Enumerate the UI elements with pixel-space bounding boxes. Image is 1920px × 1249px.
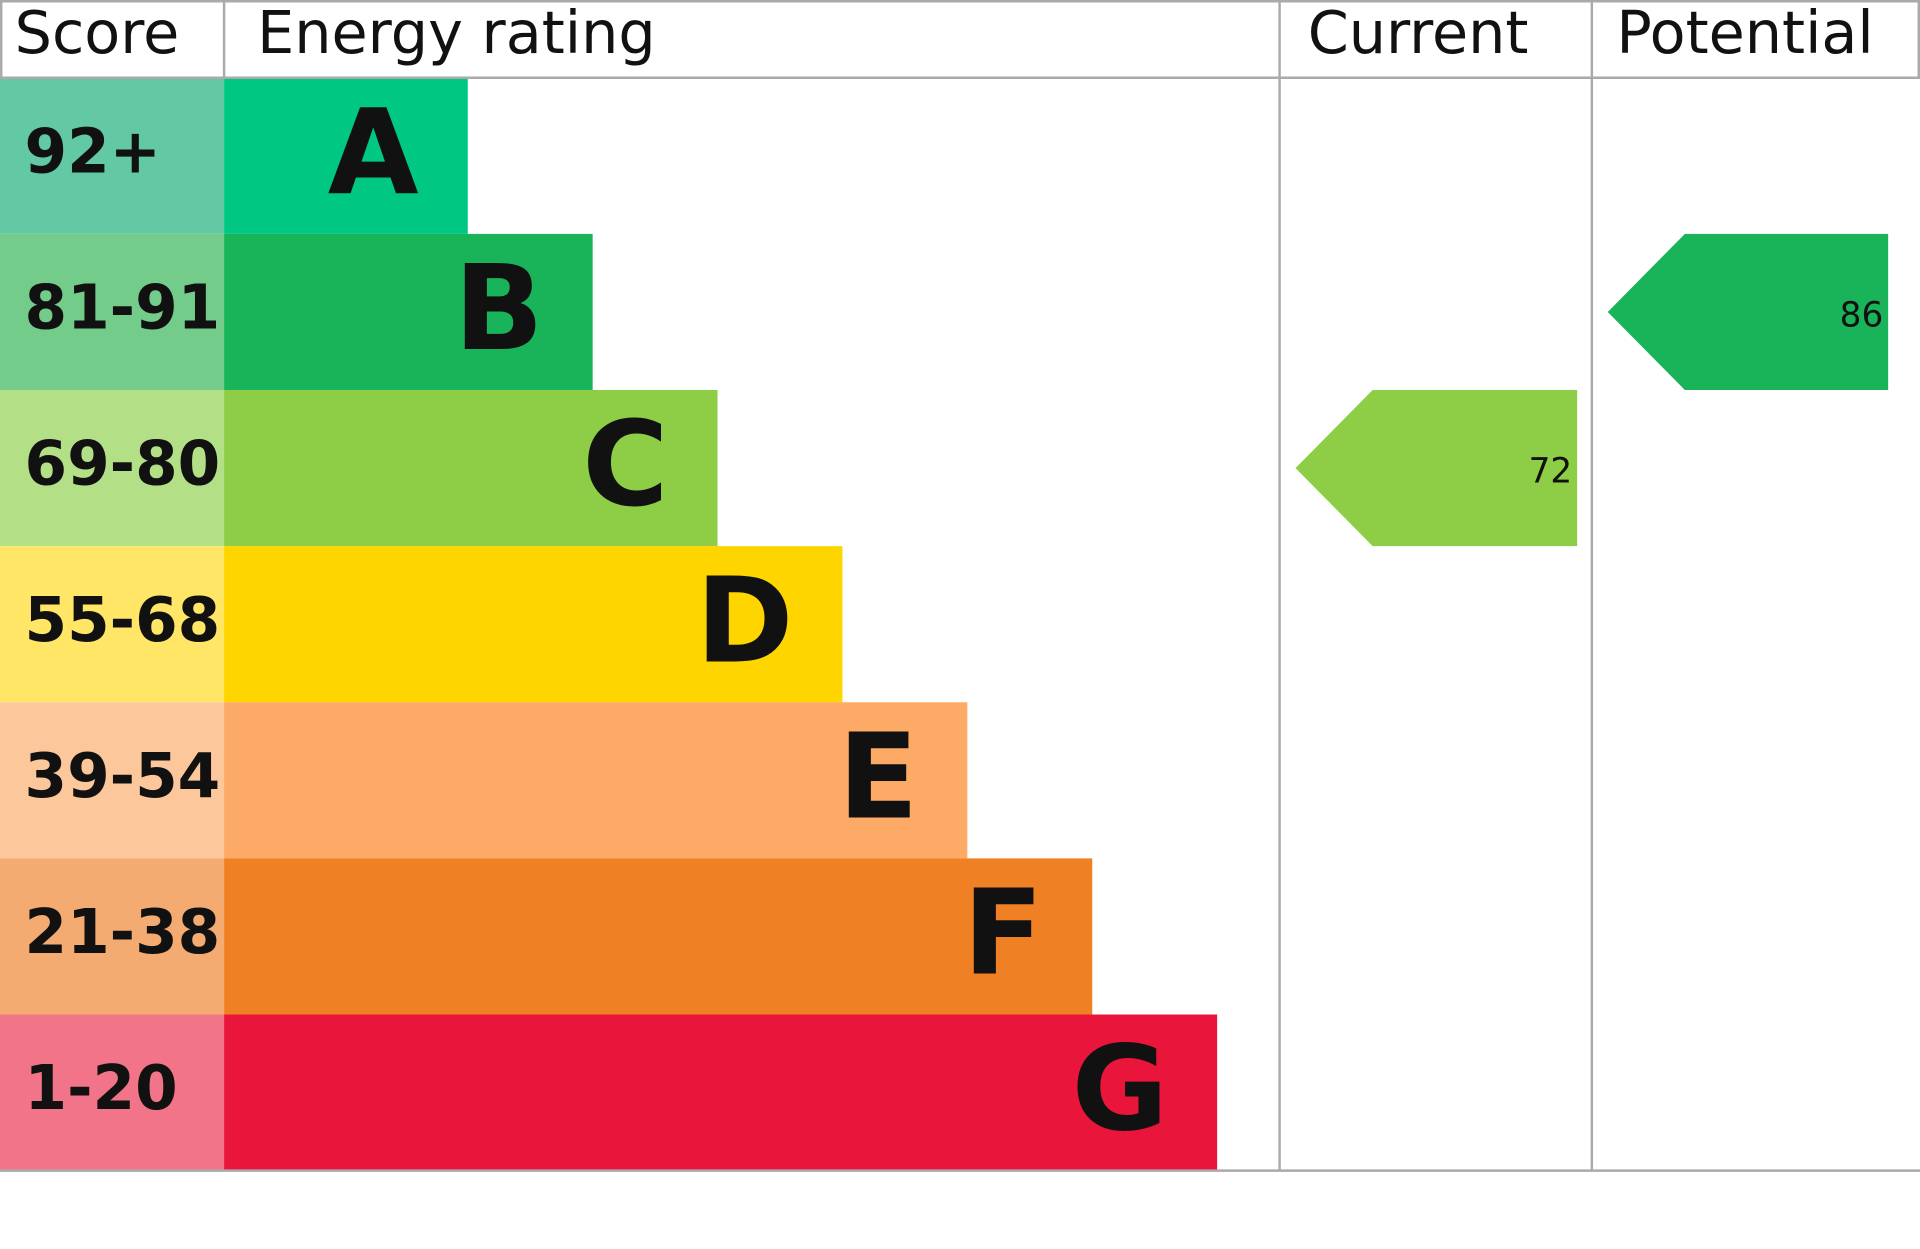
score-label: 92+	[24, 116, 160, 187]
rating-letter: F	[963, 865, 1043, 1002]
current-value: 72	[1529, 451, 1573, 491]
score-cell	[0, 77, 225, 234]
score-cell	[0, 233, 225, 391]
header-potential: Potential	[1616, 0, 1873, 67]
rating-letter: E	[838, 708, 918, 845]
current-arrow	[1295, 390, 1578, 547]
rating-letter: D	[696, 552, 794, 689]
rating-letter: C	[582, 396, 668, 533]
rating-letter: B	[454, 240, 544, 377]
potential-arrow	[1607, 233, 1889, 391]
rating-letter: G	[1072, 1021, 1168, 1158]
score-label: 1-20	[24, 1053, 177, 1124]
rating-bar	[224, 1014, 1218, 1171]
score-cell	[0, 1014, 225, 1171]
rating-bar	[224, 77, 468, 234]
rating-bar	[224, 390, 718, 547]
score-label: 21-38	[24, 897, 220, 968]
score-cell	[0, 702, 225, 859]
rating-letter: A	[328, 84, 419, 221]
header-current: Current	[1308, 0, 1529, 67]
header-energy-rating: Energy rating	[257, 0, 656, 67]
rating-bar	[224, 702, 968, 859]
score-label: 69-80	[24, 429, 220, 500]
score-cell	[0, 390, 225, 547]
rating-bar	[224, 546, 843, 703]
rating-bar	[224, 233, 593, 391]
score-label: 55-68	[24, 585, 220, 656]
rating-bar	[224, 858, 1093, 1015]
score-label: 81-91	[24, 273, 220, 344]
header-score: Score	[15, 0, 180, 67]
score-cell	[0, 546, 225, 703]
score-cell	[0, 858, 225, 1015]
potential-value: 86	[1840, 295, 1884, 335]
score-label: 39-54	[24, 741, 220, 812]
